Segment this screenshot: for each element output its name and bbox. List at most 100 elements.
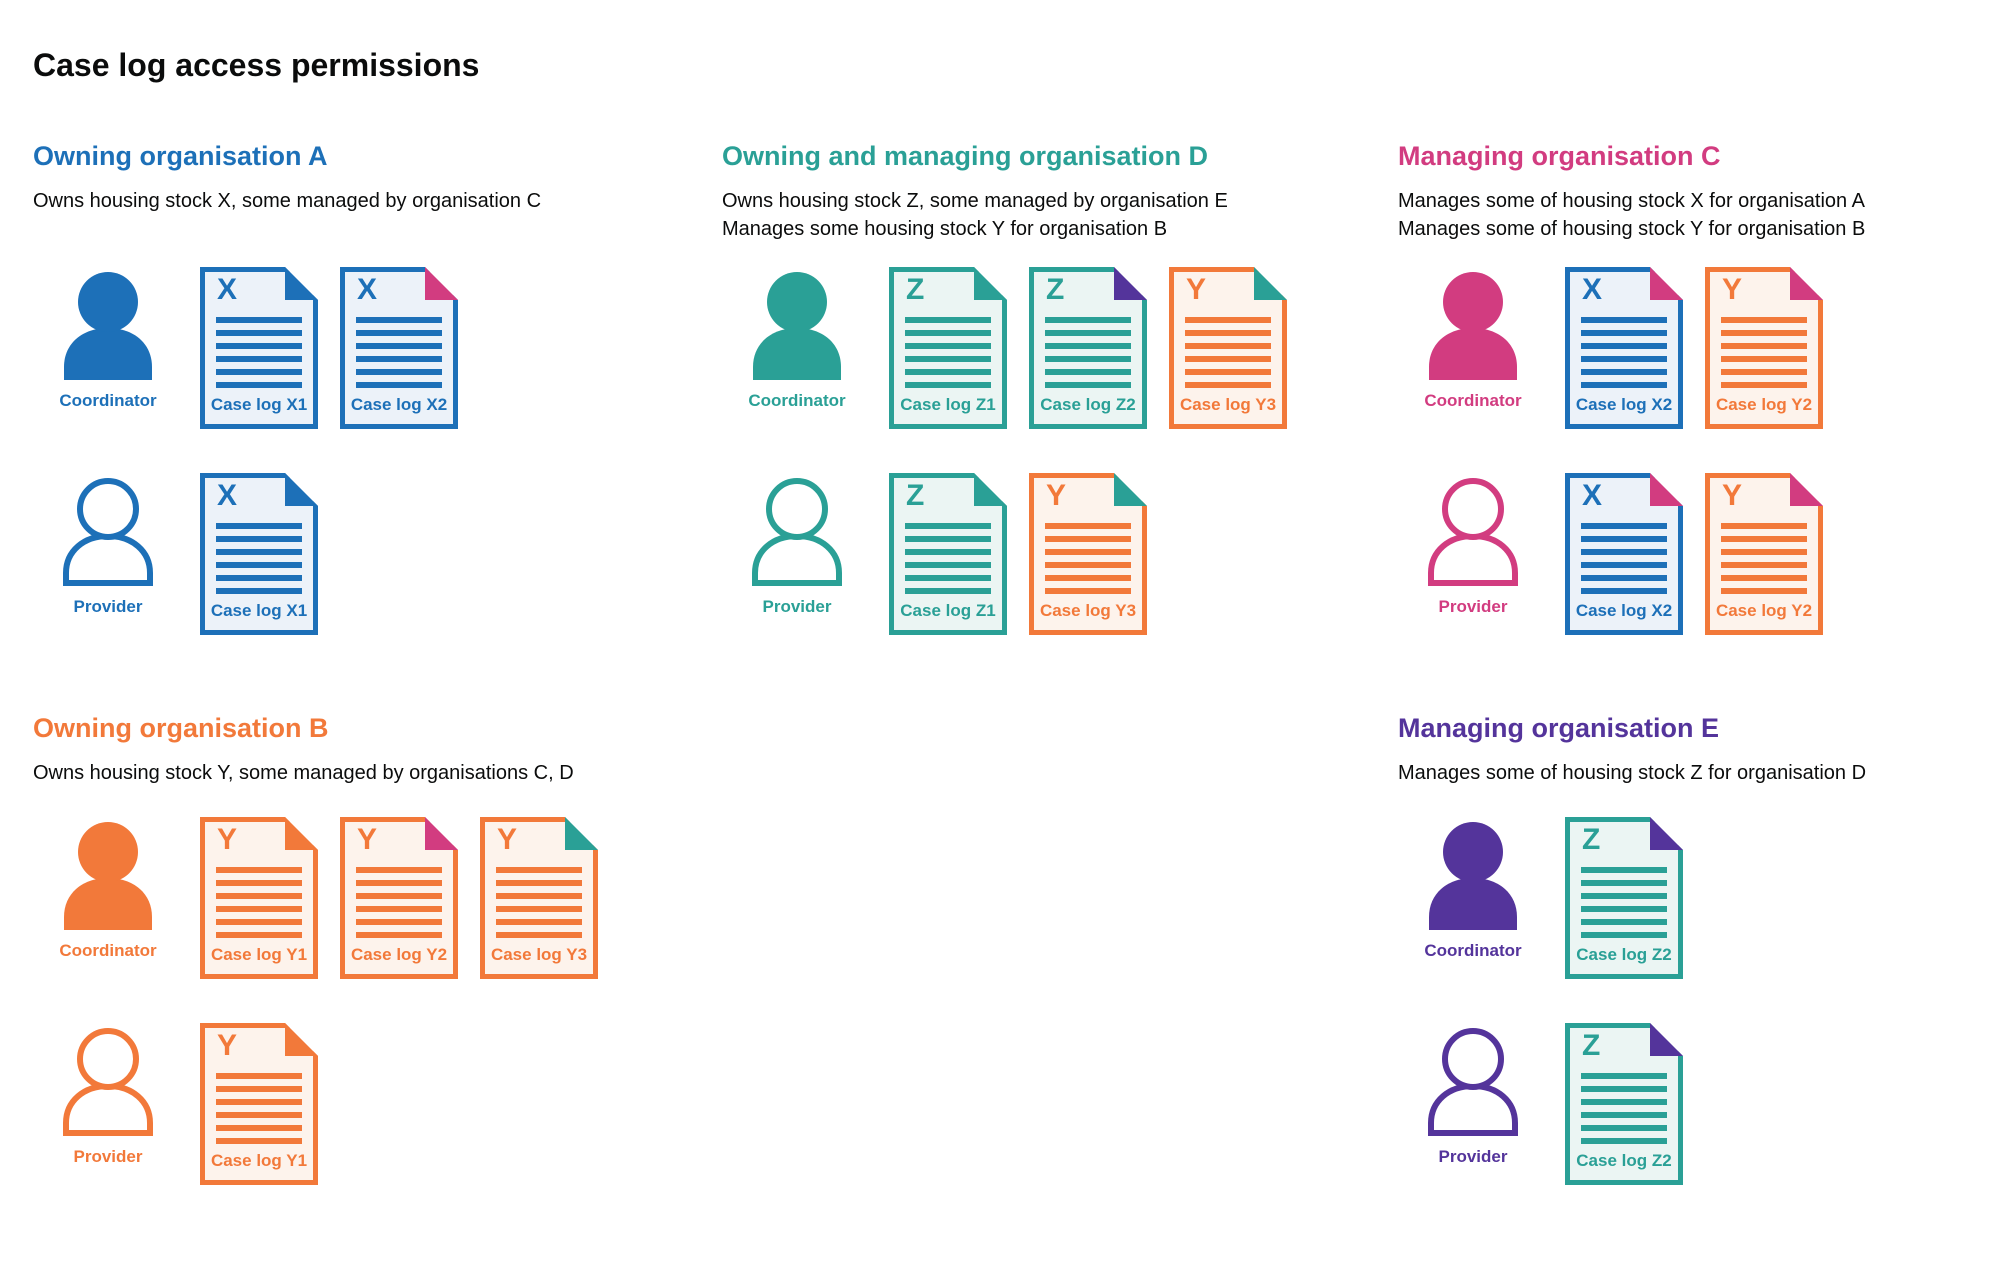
document-text-line (1721, 575, 1807, 581)
document-text-line (1581, 369, 1667, 375)
stock-letter: Y (217, 1029, 238, 1062)
case-log-document: X Case log X2 (1565, 473, 1683, 635)
case-log-label: Case log X2 (1575, 395, 1673, 414)
document-text-lines (216, 317, 302, 395)
document-text-line (905, 343, 991, 349)
section-heading: Owning and managing organisation D (722, 141, 1209, 171)
document-text-line (216, 562, 302, 568)
case-log-label: Case log Z1 (900, 601, 996, 620)
case-log-documents: Y Case log Y1 Y Case log Y2 Y Case log Y3 (200, 817, 598, 979)
case-log-label: Case log Z1 (900, 395, 996, 414)
stock-letter: Y (497, 823, 518, 856)
document-text-line (1721, 343, 1807, 349)
case-log-documents: X Case log X2 Y Case log Y2 (1565, 473, 1823, 635)
role-label: Provider (73, 1147, 143, 1166)
case-log-label: Case log Y3 (1179, 395, 1277, 414)
document-text-line (1581, 317, 1667, 323)
document-text-line (216, 382, 302, 388)
document-text-lines (216, 867, 302, 945)
document-text-line (216, 369, 302, 375)
document-text-line (1721, 536, 1807, 542)
permission-rows: Coordinator Z Case log Z1 Z Case log Z2 Y Case… (722, 267, 1287, 679)
document-text-line (1581, 1112, 1667, 1118)
document-text-line (1581, 1086, 1667, 1092)
permission-rows: Coordinator Y Case log Y1 Y Case log Y2 Y Case… (33, 817, 598, 1229)
document-text-line (216, 317, 302, 323)
provider-figure: Provider (722, 478, 872, 617)
coordinator-icon (64, 822, 152, 930)
permission-row: Provider Y Case log Y1 (33, 1023, 598, 1185)
permission-row: Provider X Case log X2 Y Case log Y2 (1398, 473, 1823, 635)
coordinator-icon (753, 272, 841, 380)
provider-figure: Provider (33, 1028, 183, 1167)
stock-letter: Y (357, 823, 378, 856)
stock-letter: Z (906, 273, 925, 306)
document-text-line (356, 919, 442, 925)
document-text-line (1185, 343, 1271, 349)
role-label: Provider (1438, 1147, 1508, 1166)
document-text-line (356, 382, 442, 388)
document-text-line (216, 867, 302, 873)
document-text-line (216, 1086, 302, 1092)
role-label: Coordinator (1424, 941, 1522, 960)
document-text-line (1581, 919, 1667, 925)
case-log-document: Y Case log Y2 (1705, 473, 1823, 635)
case-log-documents: Z Case log Z2 (1565, 817, 1683, 979)
document-text-lines (1581, 523, 1667, 601)
document-text-lines (1721, 317, 1807, 395)
permission-row: Coordinator X Case log X1 X Case log X2 (33, 267, 458, 429)
case-log-document: Y Case log Y3 (1169, 267, 1287, 429)
provider-icon (1428, 1028, 1518, 1136)
document-text-line (1581, 1073, 1667, 1079)
role-label: Coordinator (59, 941, 157, 960)
document-text-line (905, 575, 991, 581)
document-text-line (356, 880, 442, 886)
document-text-line (1045, 523, 1131, 529)
document-text-line (356, 906, 442, 912)
stock-letter: Y (1046, 479, 1067, 512)
permission-row: Coordinator Y Case log Y1 Y Case log Y2 Y Case… (33, 817, 598, 979)
stock-letter: Z (1046, 273, 1065, 306)
document-text-line (905, 382, 991, 388)
stock-letter: X (217, 479, 238, 512)
document-text-line (1045, 330, 1131, 336)
document-text-line (216, 343, 302, 349)
document-text-line (356, 356, 442, 362)
section-heading: Managing organisation C (1398, 141, 1721, 171)
role-label: Provider (1438, 597, 1508, 616)
role-label: Coordinator (1424, 391, 1522, 410)
case-log-label: Case log X1 (210, 601, 308, 620)
provider-figure: Provider (33, 478, 183, 617)
document-text-lines (1581, 317, 1667, 395)
document-text-line (1721, 317, 1807, 323)
document-text-line (216, 330, 302, 336)
document-text-line (216, 1099, 302, 1105)
case-log-label: Case log Y1 (210, 945, 308, 964)
document-text-line (216, 588, 302, 594)
permission-rows: Coordinator Z Case log Z2 Provider Z Case log… (1398, 817, 1683, 1229)
document-text-line (216, 932, 302, 938)
stock-letter: Y (217, 823, 238, 856)
case-log-label: Case log Y1 (210, 1151, 308, 1170)
document-text-line (905, 562, 991, 568)
org-section: Owning organisation B Owns housing stock … (33, 712, 705, 1185)
document-text-line (496, 919, 582, 925)
document-text-line (1581, 343, 1667, 349)
stock-letter: Y (1186, 273, 1207, 306)
role-label: Provider (73, 597, 143, 616)
document-text-line (1581, 906, 1667, 912)
document-text-line (216, 523, 302, 529)
case-log-documents: X Case log X1 X Case log X2 (200, 267, 458, 429)
document-text-line (1581, 549, 1667, 555)
document-text-lines (356, 317, 442, 395)
document-text-line (905, 523, 991, 529)
provider-figure: Provider (1398, 478, 1548, 617)
document-text-lines (1721, 523, 1807, 601)
document-text-line (905, 369, 991, 375)
case-log-document: X Case log X2 (340, 267, 458, 429)
stock-letter: Y (1722, 273, 1743, 306)
case-log-document: Y Case log Y2 (1705, 267, 1823, 429)
section-description: Manages some of housing stock Z for orga… (1398, 759, 2000, 787)
document-text-line (905, 588, 991, 594)
document-text-line (1581, 1125, 1667, 1131)
